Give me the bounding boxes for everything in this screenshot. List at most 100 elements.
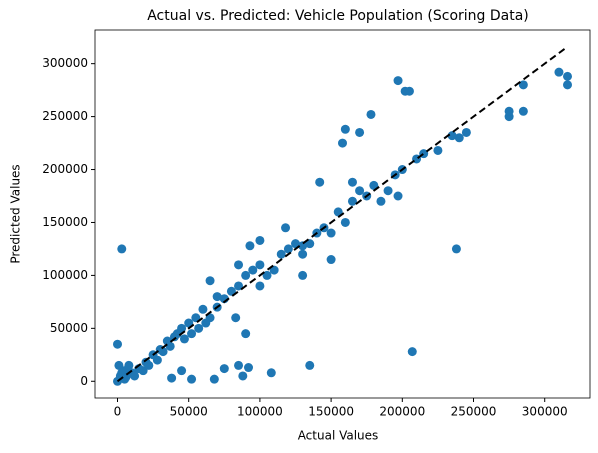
point (298, 270, 308, 280)
point (234, 260, 244, 270)
point (338, 138, 347, 148)
y-tick-label: 300000 (42, 56, 88, 70)
point (179, 334, 189, 344)
point (326, 228, 336, 238)
point (333, 207, 343, 217)
point (554, 67, 564, 77)
point (340, 217, 350, 227)
point (407, 347, 417, 357)
point (269, 265, 279, 275)
point (347, 177, 357, 187)
point (201, 318, 211, 328)
point (198, 304, 208, 314)
point (281, 223, 291, 233)
point (447, 131, 457, 141)
point (234, 360, 244, 370)
x-tick-label: 50000 (170, 405, 208, 419)
point (244, 363, 254, 373)
point (340, 124, 350, 134)
y-tick-label: 250000 (42, 109, 88, 123)
point (326, 255, 336, 265)
point (283, 244, 293, 254)
y-tick-label: 150000 (42, 215, 88, 229)
point (172, 329, 182, 339)
point (404, 86, 414, 96)
point (114, 360, 124, 370)
point (184, 318, 194, 328)
plot-frame (94, 29, 591, 399)
point (315, 177, 325, 187)
point (187, 329, 197, 339)
y-tick-label: 200000 (42, 162, 88, 176)
point (355, 127, 365, 137)
point (393, 191, 403, 201)
point (393, 76, 403, 86)
x-tick-label: 200000 (379, 405, 425, 419)
point (177, 366, 187, 376)
point (454, 133, 464, 143)
x-tick-label: 100000 (237, 405, 283, 419)
point (255, 235, 265, 245)
point (355, 186, 365, 196)
point (369, 180, 379, 190)
point (376, 196, 386, 206)
point (241, 270, 251, 280)
point (451, 244, 461, 254)
point (138, 366, 148, 376)
point (366, 109, 376, 119)
point (518, 106, 528, 116)
point (298, 241, 308, 251)
point (241, 329, 251, 339)
point (234, 281, 244, 291)
y-tick-label: 0 (80, 374, 88, 388)
point (219, 364, 229, 374)
point (121, 372, 131, 382)
point (255, 281, 265, 291)
point (518, 80, 528, 90)
point (209, 374, 219, 384)
y-tick-label: 50000 (50, 321, 88, 335)
point (266, 368, 276, 378)
point (291, 239, 301, 249)
point (563, 80, 572, 90)
point (187, 374, 197, 384)
point (117, 244, 127, 254)
point (433, 145, 443, 155)
point (144, 360, 154, 370)
point (205, 276, 215, 286)
x-tick-label: 300000 (522, 405, 568, 419)
chart-title: Actual vs. Predicted: Vehicle Population… (147, 8, 529, 24)
x-tick-label: 250000 (451, 405, 497, 419)
point (238, 371, 248, 381)
point (191, 313, 201, 323)
point (124, 360, 134, 370)
point (248, 265, 258, 275)
point (194, 323, 204, 333)
point (165, 341, 175, 351)
point (130, 371, 140, 381)
reference-line (116, 45, 569, 383)
point (158, 347, 168, 357)
point (305, 239, 315, 249)
point (563, 71, 572, 81)
x-tick-label: 0 (114, 405, 122, 419)
point (152, 355, 162, 365)
y-tick-label: 100000 (42, 268, 88, 282)
point (212, 292, 222, 302)
point (305, 360, 315, 370)
point (226, 286, 236, 296)
point (504, 106, 514, 116)
x-axis-label: Actual Values (298, 429, 379, 443)
x-tick-label: 150000 (308, 405, 354, 419)
point (347, 196, 357, 206)
point (461, 127, 471, 137)
y-axis-label: Predicted Values (9, 164, 23, 263)
point (262, 270, 272, 280)
point (231, 313, 241, 323)
point (113, 339, 122, 349)
point (245, 241, 255, 251)
point (255, 260, 265, 270)
point (167, 373, 177, 383)
